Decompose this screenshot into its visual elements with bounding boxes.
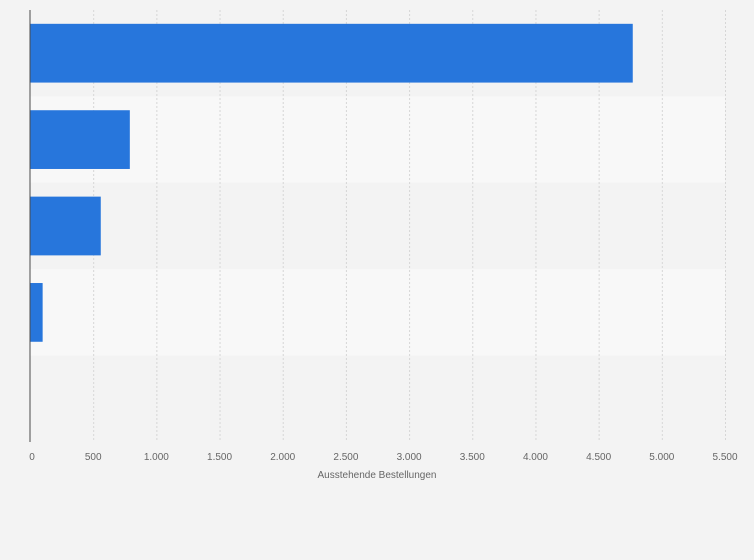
x-tick-label: 500 [85,452,102,463]
x-tick-label: 2.000 [270,452,295,463]
x-tick-label: 3.500 [460,452,485,463]
category-bands [30,10,725,442]
x-tick-label: 2.500 [333,452,358,463]
x-tick-label: 3.000 [397,452,422,463]
bar [30,283,43,342]
bar [30,23,633,83]
x-axis-title: Ausstehende Bestellungen [318,470,437,481]
bars [30,23,633,342]
category-band [30,182,725,270]
x-tick-label: 4.000 [523,452,548,463]
category-band [30,269,725,356]
x-tick-labels: 0 500 1.000 1.500 2.000 2.500 3.000 3.500 4.000 4… [29,452,738,463]
x-tick-label: 1.500 [207,452,232,463]
x-tick-label: 5.000 [649,452,674,463]
category-band [30,96,725,183]
bar [30,110,130,169]
x-tick-label: 4.500 [586,452,611,463]
x-tick-label: 0 [29,452,35,463]
x-tick-label: 1.000 [144,452,169,463]
bar [30,196,101,256]
x-tick-label: 5.500 [712,452,737,463]
category-band [30,355,725,442]
